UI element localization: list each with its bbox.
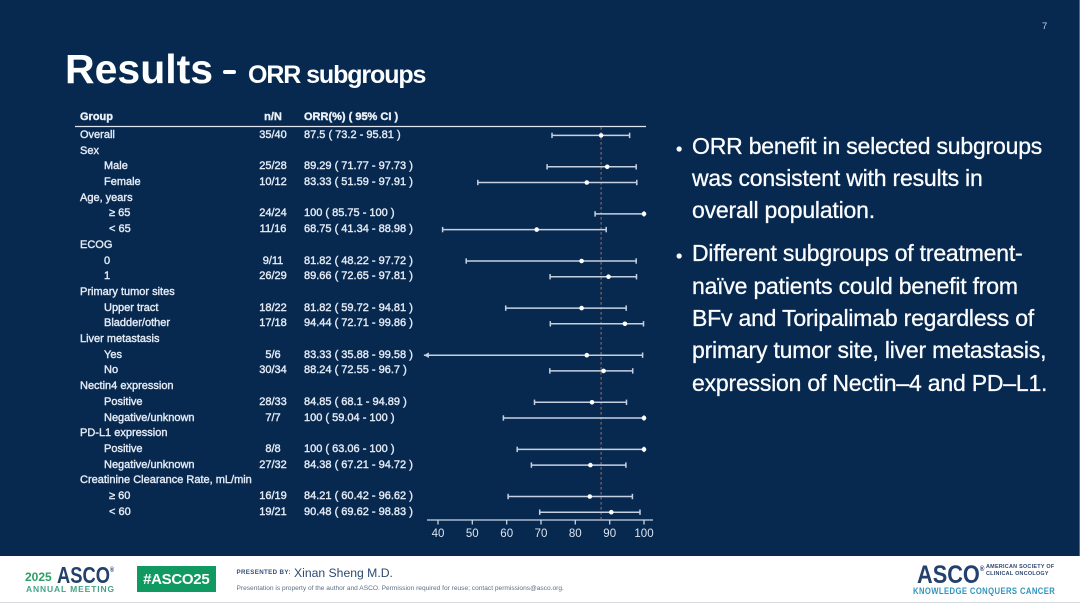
svg-text:50: 50 (466, 528, 479, 540)
svg-text:40: 40 (432, 528, 445, 540)
svg-text:90: 90 (603, 528, 616, 540)
svg-text:70: 70 (535, 528, 548, 540)
svg-text:100: 100 (634, 528, 653, 540)
svg-text:80: 80 (569, 528, 582, 540)
svg-text:60: 60 (500, 528, 513, 540)
